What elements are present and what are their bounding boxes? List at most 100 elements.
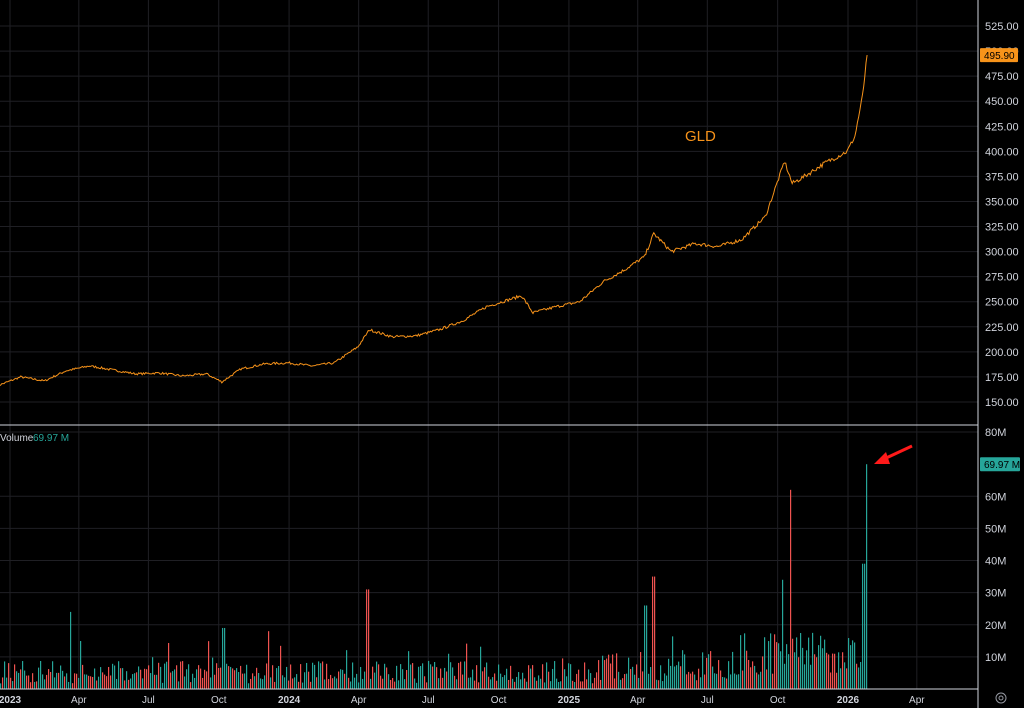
volume-bar (676, 665, 678, 689)
volume-bar (226, 663, 228, 689)
volume-bar (702, 652, 704, 689)
volume-bar (636, 664, 638, 689)
volume-bar (544, 682, 546, 689)
volume-bar (796, 637, 798, 689)
price-axis: 150.00 175.00 200.00 225.00 250.00 275.00 300.… (985, 21, 1019, 409)
volume-bar (240, 665, 242, 689)
volume-bar (504, 675, 506, 689)
volume-bar (396, 665, 398, 689)
volume-bar (190, 682, 192, 689)
volume-bar (700, 677, 702, 689)
volume-bar (136, 672, 138, 689)
volume-bar (428, 660, 430, 689)
volume-bar (98, 676, 100, 689)
volume-bar (442, 677, 444, 689)
volume-bar (60, 665, 62, 689)
volume-bar (688, 671, 690, 689)
volume-bar (546, 662, 548, 689)
volume-bar (630, 669, 632, 689)
volume-bar (734, 673, 736, 689)
volume-bar (74, 673, 76, 689)
price-tick-label: 150.00 (985, 397, 1019, 409)
volume-bar (424, 676, 426, 689)
volume-bar (280, 645, 282, 689)
volume-bar (502, 677, 504, 689)
volume-bar (572, 680, 574, 689)
volume-bar (846, 668, 848, 689)
volume-bar (296, 674, 298, 689)
volume-bar (126, 671, 128, 689)
volume-bar (660, 665, 662, 689)
volume-bar (638, 677, 640, 689)
time-tick-label: 2025 (558, 695, 581, 706)
volume-bar (142, 678, 144, 689)
volume-bar (298, 681, 300, 689)
volume-bar (44, 679, 46, 689)
volume-bar (326, 663, 328, 689)
volume-bar (754, 665, 756, 689)
volume-legend-title[interactable]: Volume (0, 433, 34, 444)
volume-bar (270, 677, 272, 689)
time-tick-label: Jul (422, 695, 435, 706)
volume-bar (222, 627, 224, 689)
settings-gear-icon[interactable] (995, 692, 1007, 704)
volume-bar (484, 667, 486, 689)
volume-bar (840, 668, 842, 689)
volume-bar (656, 679, 658, 689)
volume-bar (422, 663, 424, 689)
volume-bar (780, 651, 782, 689)
volume-bar (148, 665, 150, 689)
volume-bar (372, 666, 374, 689)
volume-bar (730, 674, 732, 689)
volume-tick-label: 20M (985, 620, 1006, 632)
volume-bar (232, 668, 234, 689)
volume-bar (162, 682, 164, 689)
volume-bar (68, 681, 70, 689)
time-tick-label: Apr (909, 695, 925, 706)
volume-bar (720, 670, 722, 689)
volume-bar (838, 652, 840, 689)
volume-bar (406, 670, 408, 689)
volume-bar (228, 666, 230, 689)
volume-bar (18, 672, 20, 689)
volume-last-badge: 69.97 M (980, 457, 1020, 472)
volume-bar (664, 673, 666, 689)
volume-bar (248, 683, 250, 689)
volume-bar (722, 676, 724, 689)
volume-bar (652, 576, 654, 689)
price-tick-label: 225.00 (985, 322, 1019, 334)
volume-bar (72, 683, 74, 689)
volume-bar (448, 653, 450, 689)
volume-bar (310, 681, 312, 689)
volume-bar (634, 674, 636, 689)
volume-bar (830, 672, 832, 689)
volume-bar (366, 589, 368, 689)
time-tick-label: Oct (491, 695, 507, 706)
volume-bar (480, 646, 482, 689)
volume-bar (820, 635, 822, 689)
volume-bar (552, 668, 554, 689)
volume-bar (750, 667, 752, 689)
volume-bar (14, 664, 16, 689)
volume-bar (330, 674, 332, 689)
volume-bar (760, 671, 762, 689)
volume-bar (26, 675, 28, 689)
volume-bar (792, 638, 794, 689)
volume-bar (268, 631, 270, 689)
volume-bar (758, 674, 760, 689)
volume-bar (386, 667, 388, 689)
volume-bar (274, 681, 276, 689)
volume-bar (718, 660, 720, 689)
volume-bar (468, 677, 470, 689)
volume-bar (560, 681, 562, 689)
volume-bar (592, 683, 594, 689)
volume-bar (510, 665, 512, 689)
volume-bar (36, 681, 38, 689)
volume-bar (568, 663, 570, 689)
volume-bar (164, 663, 166, 689)
volume-bar (564, 669, 566, 689)
volume-bar (144, 668, 146, 689)
volume-bar (816, 657, 818, 689)
volume-bar (706, 657, 708, 689)
